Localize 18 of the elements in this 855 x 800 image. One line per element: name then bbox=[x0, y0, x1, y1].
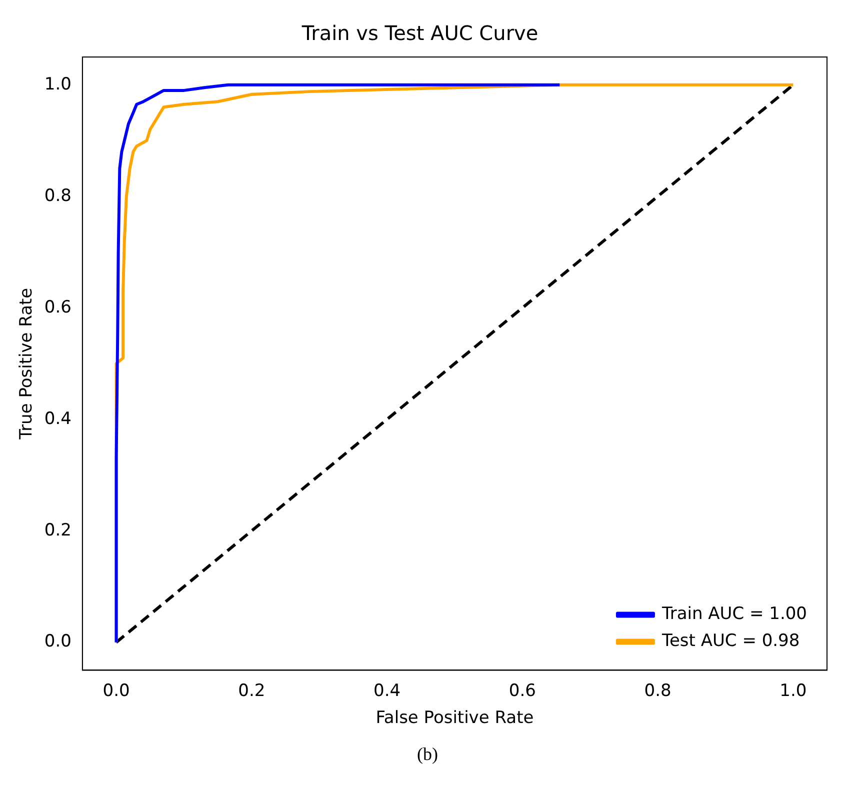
x-tick-label: 0.4 bbox=[374, 680, 401, 701]
legend-label: Train AUC = 1.00 bbox=[660, 604, 808, 624]
y-tick-label: 0.0 bbox=[44, 632, 72, 652]
x-tick-label: 0.6 bbox=[508, 680, 536, 701]
chart-title: Train vs Test AUC Curve bbox=[300, 21, 538, 46]
text: (b) bbox=[416, 744, 439, 765]
x-tick-label: 1.0 bbox=[780, 680, 807, 701]
x-tick-label: 0.2 bbox=[238, 680, 266, 701]
y-tick-label: 0.8 bbox=[44, 186, 72, 206]
y-tick-label: 0.6 bbox=[44, 297, 72, 318]
y-tick-label: 0.4 bbox=[44, 408, 72, 429]
x-tick-label: 0.8 bbox=[644, 680, 672, 701]
y-axis-title: True Positive Rate bbox=[16, 288, 37, 440]
x-axis-title: False Positive Rate bbox=[376, 708, 534, 728]
legend-label: Test AUC = 0.98 bbox=[660, 631, 800, 652]
y-tick-label: 1.0 bbox=[44, 74, 72, 94]
x-tick-label: 0.0 bbox=[102, 680, 130, 701]
y-tick-label: 0.2 bbox=[44, 520, 72, 540]
